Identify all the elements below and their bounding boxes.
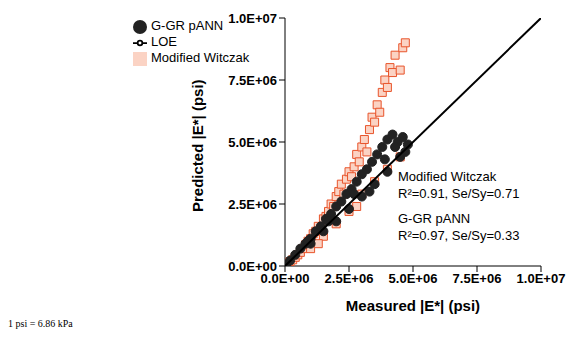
svg-text:7.5E+06: 7.5E+06 — [228, 73, 277, 88]
svg-text:1.0E+07: 1.0E+07 — [228, 11, 277, 26]
html-text:G-GR pANN: G-GR pANN — [398, 211, 471, 226]
svg-text:0.0E+00: 0.0E+00 — [260, 271, 310, 287]
html-text:Modified Witczak: Modified Witczak — [151, 50, 250, 65]
html-text:R²=0.91, Se/Sy=0.71: R²=0.91, Se/Sy=0.71 — [398, 186, 520, 201]
html-text:1 psi = 6.86 kPa: 1 psi = 6.86 kPa — [8, 318, 73, 329]
svg-text:5.0E+06: 5.0E+06 — [228, 135, 277, 150]
svg-text:2.5E+06: 2.5E+06 — [228, 197, 277, 212]
svg-text:5.0E+06: 5.0E+06 — [389, 271, 438, 286]
svg-text:7.5E+06: 7.5E+06 — [453, 271, 502, 286]
svg-text:Predicted |E*| (psi): Predicted |E*| (psi) — [189, 79, 206, 212]
svg-text:2.5E+06: 2.5E+06 — [325, 271, 374, 286]
svg-text:1.0E+07: 1.0E+07 — [517, 271, 566, 286]
svg-text:Measured |E*| (psi): Measured |E*| (psi) — [346, 297, 480, 314]
html-text:G-GR pANN: G-GR pANN — [151, 18, 224, 33]
html-text:Modified Witczak: Modified Witczak — [398, 169, 497, 184]
html-text:LOE: LOE — [151, 34, 177, 49]
svg-text:0.0E+00: 0.0E+00 — [228, 259, 277, 274]
html-text:R²=0.97, Se/Sy=0.33: R²=0.97, Se/Sy=0.33 — [398, 228, 520, 243]
